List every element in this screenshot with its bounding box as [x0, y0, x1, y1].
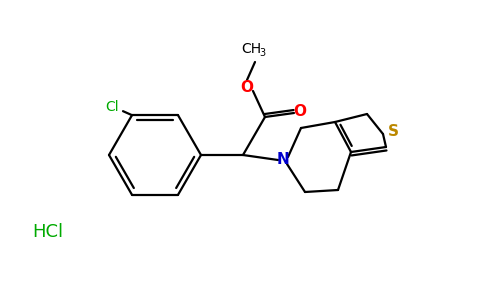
- Text: 3: 3: [259, 48, 265, 58]
- Text: Cl: Cl: [105, 100, 119, 114]
- Text: S: S: [388, 124, 398, 140]
- Text: N: N: [277, 152, 289, 167]
- Text: HCl: HCl: [32, 223, 63, 241]
- Text: O: O: [293, 104, 306, 119]
- Text: CH: CH: [241, 42, 261, 56]
- Text: O: O: [241, 80, 254, 94]
